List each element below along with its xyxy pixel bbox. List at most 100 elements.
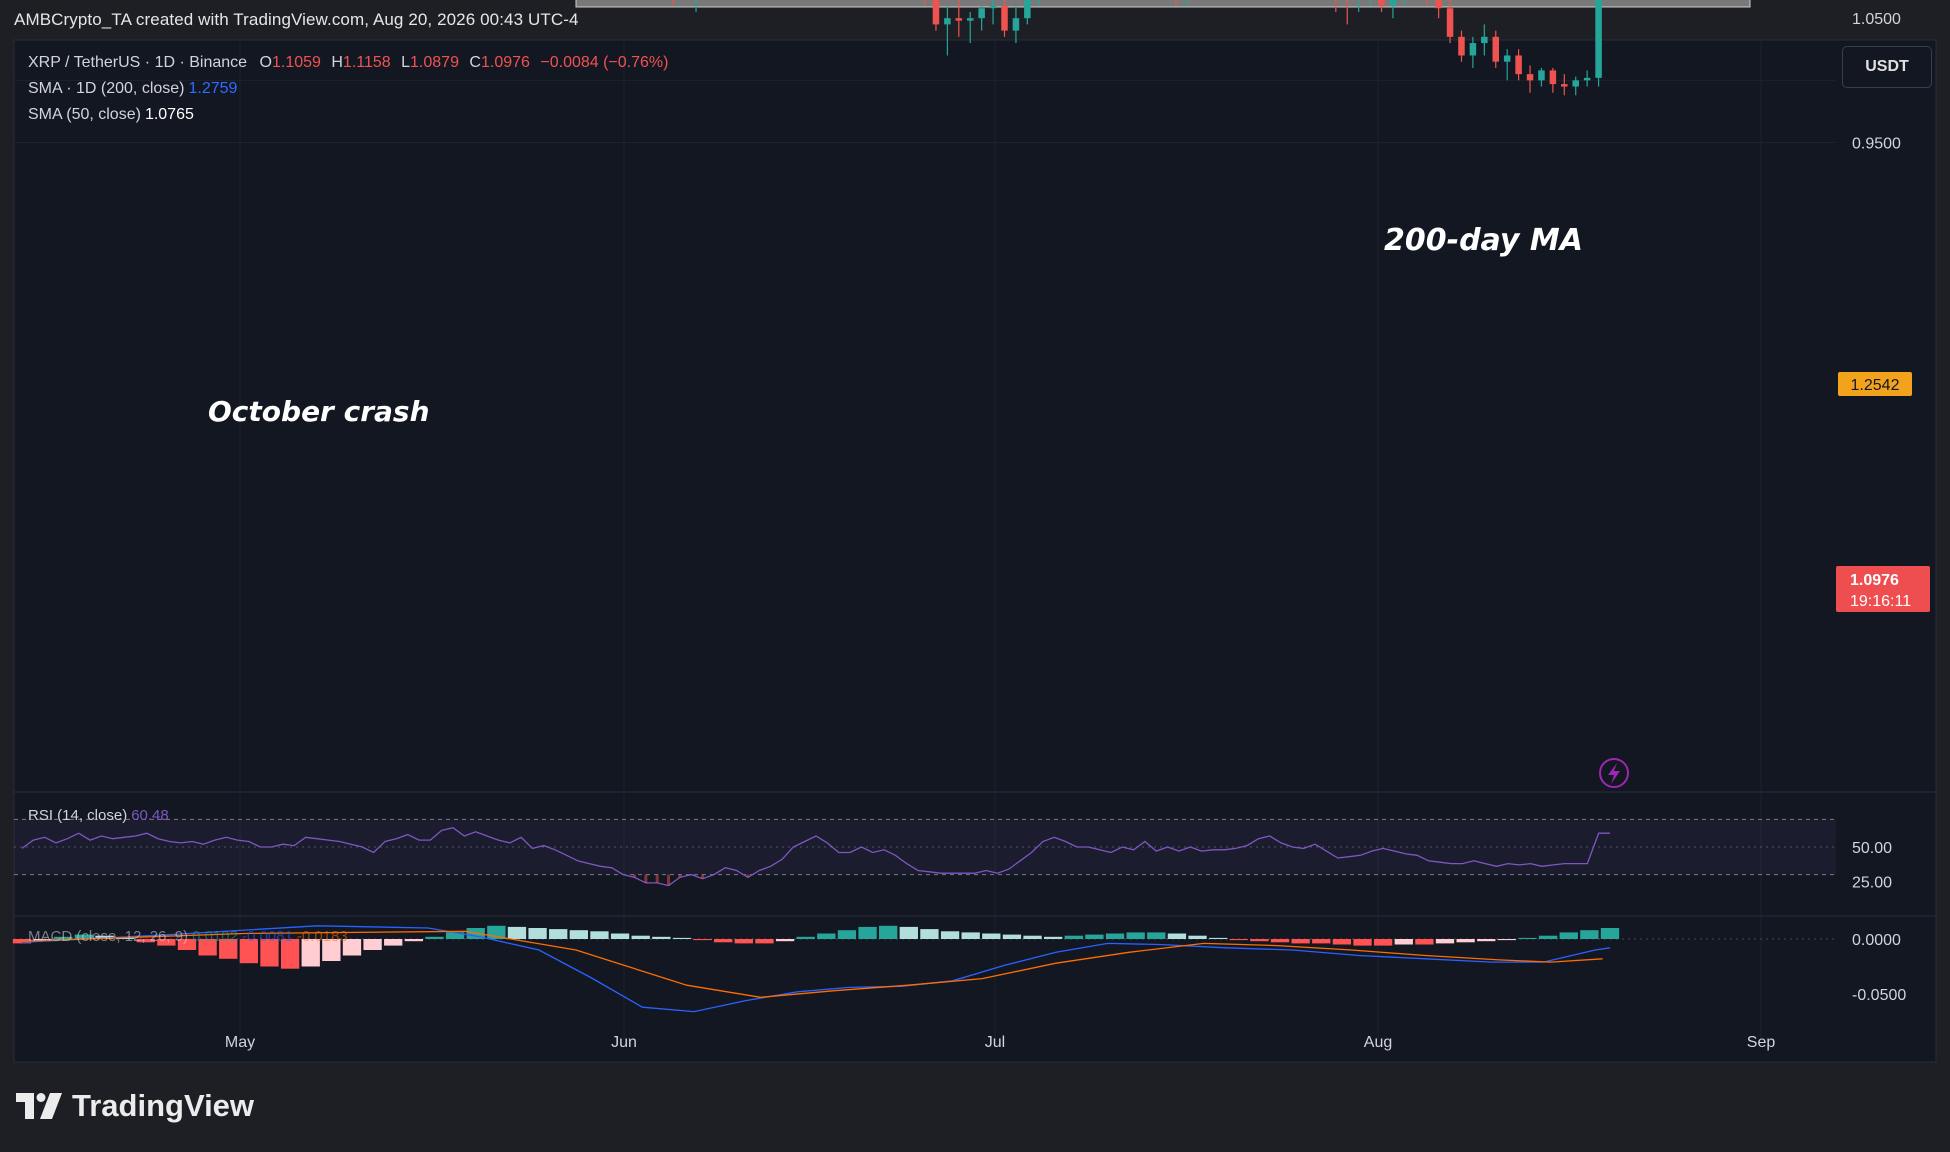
- macd-histogram-bar: [115, 937, 135, 939]
- macd-histogram-bar: [404, 939, 424, 942]
- grid: [14, 17, 1936, 1040]
- macd-histogram-bar: [1435, 939, 1455, 944]
- macd-tick-label: -0.0500: [1852, 987, 1906, 1004]
- open-value: 1.1059: [271, 54, 321, 71]
- ma-annotation: 200-day MA: [1384, 223, 1583, 258]
- macd-histogram-bar: [1538, 935, 1558, 939]
- macd-line-value: -0.0081: [241, 928, 293, 945]
- macd-histogram-bar: [672, 937, 692, 939]
- candle-body: [1458, 36, 1465, 56]
- price-tick-label: 0.9500: [1852, 136, 1901, 153]
- sma50-value: 1.0765: [144, 106, 194, 123]
- macd-histogram-bar: [734, 939, 753, 944]
- candle-body: [1526, 74, 1534, 81]
- rsi-legend[interactable]: RSI (14, close) 60.48: [28, 807, 169, 824]
- macd-histogram-bar: [1373, 939, 1393, 946]
- macd-histogram-bar: [899, 926, 918, 939]
- support-zone[interactable]: [575, 0, 1751, 8]
- macd-histogram-bar: [322, 939, 341, 961]
- macd-histogram-bar: [157, 939, 176, 946]
- macd-tick-label: 0.0000: [1852, 932, 1901, 949]
- time-tick-label: Jul: [985, 1034, 1005, 1051]
- time-tick-label: May: [225, 1034, 255, 1051]
- candle-body: [1446, 8, 1454, 37]
- time-tick-label: Sep: [1747, 1034, 1776, 1051]
- macd-histogram-bar: [1477, 939, 1496, 942]
- macd-histogram-bar: [445, 932, 465, 939]
- macd-histogram-bar: [631, 935, 650, 939]
- candle-body: [1469, 43, 1477, 56]
- macd-histogram-bar: [1291, 939, 1310, 944]
- lightning-icon[interactable]: [1608, 763, 1620, 784]
- macd-legend[interactable]: MACD (close, 12, 26, 9) 0.0102 -0.0081 -0.0…: [28, 928, 348, 945]
- candle-body: [1583, 77, 1591, 81]
- candle-body: [1435, 0, 1442, 9]
- macd-histogram-bar: [260, 939, 279, 967]
- macd-histogram-bar: [54, 936, 73, 939]
- rsi-tick-label: 25.00: [1852, 875, 1892, 892]
- macd-histogram-bar: [1394, 939, 1413, 945]
- macd-histogram-bar: [858, 926, 877, 939]
- macd-histogram-bar: [610, 933, 630, 939]
- candle-body: [989, 5, 997, 9]
- macd-histogram-bar: [1188, 935, 1207, 939]
- macd-histogram-bar: [363, 939, 382, 950]
- lightning-icon-bg[interactable]: [1599, 758, 1629, 788]
- macd-histogram-bar: [714, 939, 733, 943]
- open-label: O: [259, 54, 272, 71]
- candle-body: [1001, 5, 1008, 31]
- price-axis[interactable]: 1.45001.40001.35001.30001.20001.15001.05…: [1852, 0, 1906, 1004]
- currency-button[interactable]: USDT: [1842, 46, 1932, 88]
- tradingview-logo-text: TradingView: [72, 1088, 255, 1123]
- low-label: L: [401, 54, 411, 71]
- macd-histogram-bar: [961, 932, 980, 939]
- macd-histogram-bar: [775, 939, 795, 942]
- macd-histogram-bar: [1044, 936, 1063, 939]
- macd-histogram-bar: [177, 939, 197, 950]
- macd-histogram-bar: [1229, 939, 1248, 941]
- macd-histogram-bar: [1126, 932, 1145, 939]
- rsi-value: 60.48: [131, 807, 169, 824]
- rsi-label: RSI (14, close): [28, 807, 128, 824]
- sma200-legend[interactable]: SMA · 1D (200, close) 1.2759: [28, 80, 237, 98]
- macd-histogram-bar: [342, 939, 362, 956]
- chart-background: [13, 39, 1937, 1063]
- macd-histogram-bar: [1353, 939, 1372, 946]
- close-value: 1.0976: [480, 54, 530, 71]
- macd-histogram-bar: [280, 939, 300, 969]
- macd-histogram-bar: [1208, 937, 1228, 939]
- time-axis[interactable]: May Jun Jul Aug Sep: [225, 1034, 1775, 1051]
- symbol-name[interactable]: XRP / TetherUS · 1D · Binance: [28, 54, 248, 71]
- macd-hist-value: 0.0102: [192, 928, 238, 945]
- macd-histogram-bar: [1497, 939, 1517, 941]
- time-tick-label: Jun: [611, 1034, 637, 1051]
- macd-histogram-bar: [198, 939, 217, 956]
- macd-histogram-bar: [817, 933, 836, 939]
- macd-histogram-bar: [1085, 934, 1104, 939]
- macd-histogram-bar: [136, 939, 155, 943]
- sma200-label: SMA · 1D (200, close): [28, 80, 185, 97]
- symbol-legend: XRP / TetherUS · 1D · Binance O1.1059 H 1…: [28, 54, 668, 72]
- macd-signal-value: -0.0183: [296, 928, 348, 945]
- macd-histogram-bar: [1332, 939, 1352, 945]
- sma50-legend[interactable]: SMA (50, close) 1.0765: [28, 106, 194, 124]
- price-tick-label: 1.0500: [1852, 11, 1901, 28]
- sma200-value: 1.2759: [188, 80, 238, 97]
- macd-histogram-bar: [1147, 932, 1166, 939]
- macd-histogram-bar: [590, 931, 609, 939]
- candle-body: [1595, 0, 1602, 78]
- macd-histogram-bar: [384, 939, 403, 946]
- attribution: AMBCrypto_TA created with TradingView.co…: [14, 10, 579, 29]
- macd-histogram-bar: [693, 939, 712, 941]
- macd-histogram-bar: [652, 936, 671, 939]
- macd-histogram-bar: [920, 929, 939, 939]
- candle-body: [978, 8, 985, 19]
- tradingview-logo[interactable]: TradingView: [16, 1088, 254, 1124]
- high-label: H: [331, 54, 343, 71]
- macd-histogram-bar: [239, 939, 259, 964]
- candle-body: [1515, 55, 1522, 75]
- candle-body: [1024, 0, 1031, 19]
- macd-label: MACD (close, 12, 26, 9): [28, 928, 189, 945]
- macd-histogram-bar: [219, 939, 238, 959]
